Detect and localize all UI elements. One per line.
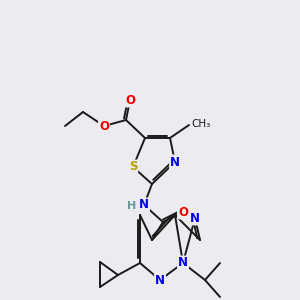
Text: N: N [190,212,200,224]
Text: O: O [99,119,109,133]
Text: N: N [178,256,188,269]
Text: CH₃: CH₃ [191,119,210,129]
Text: S: S [129,160,137,173]
Text: H: H [128,201,136,211]
Text: O: O [178,206,188,218]
Text: O: O [125,94,135,106]
Text: N: N [170,155,180,169]
Text: N: N [139,199,149,212]
Text: N: N [155,274,165,286]
